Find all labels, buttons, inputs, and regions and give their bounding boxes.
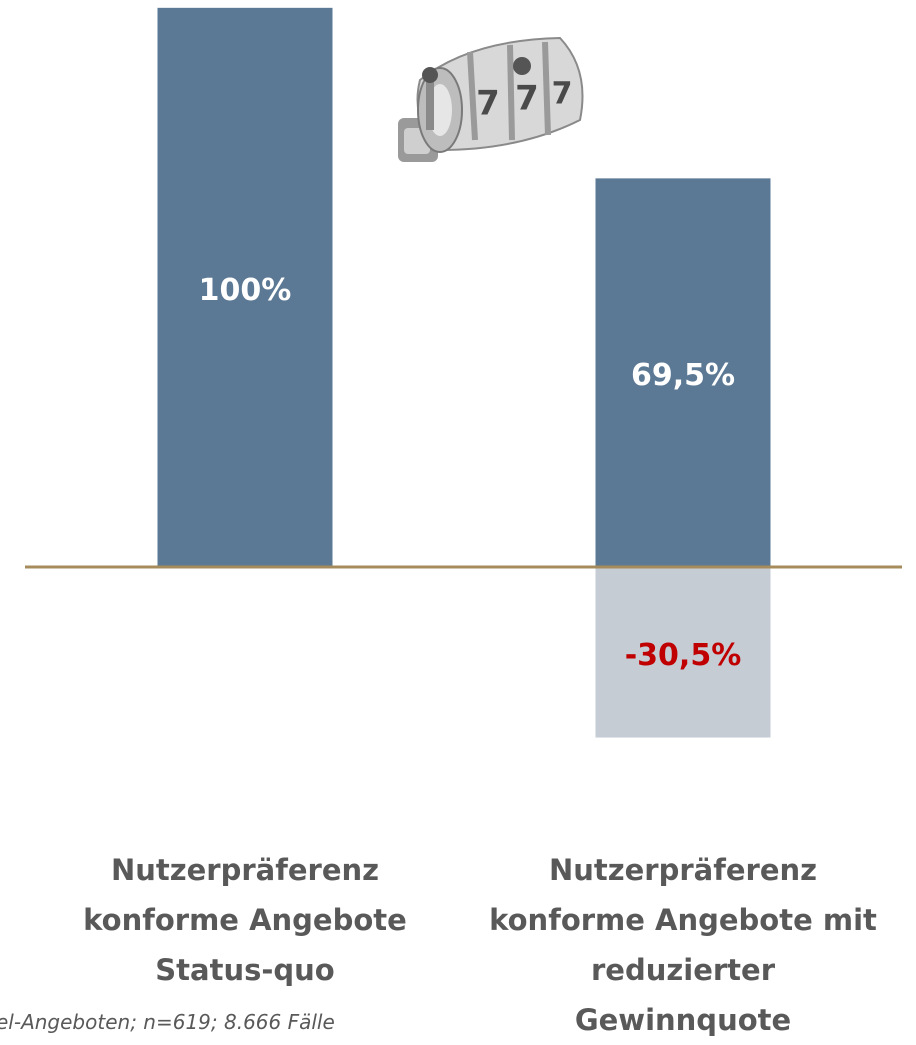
- bar: [595, 178, 771, 567]
- category-label: Nutzerpräferenz konforme Angebote mit re…: [489, 853, 877, 1037]
- bar: [157, 7, 333, 567]
- value-label: 100%: [199, 273, 292, 308]
- slot-machine-icon: 7 7 7: [398, 36, 584, 162]
- value-label: 69,5%: [631, 358, 735, 393]
- bar: [595, 566, 771, 738]
- category-label: Nutzerpräferenz konforme Angebote Status…: [83, 853, 407, 987]
- svg-text:7: 7: [552, 77, 573, 112]
- value-label: -30,5%: [625, 638, 742, 673]
- svg-text:7: 7: [476, 84, 500, 124]
- svg-text:7: 7: [515, 79, 539, 119]
- footnote: el-Angeboten; n=619; 8.666 Fälle: [0, 1010, 335, 1034]
